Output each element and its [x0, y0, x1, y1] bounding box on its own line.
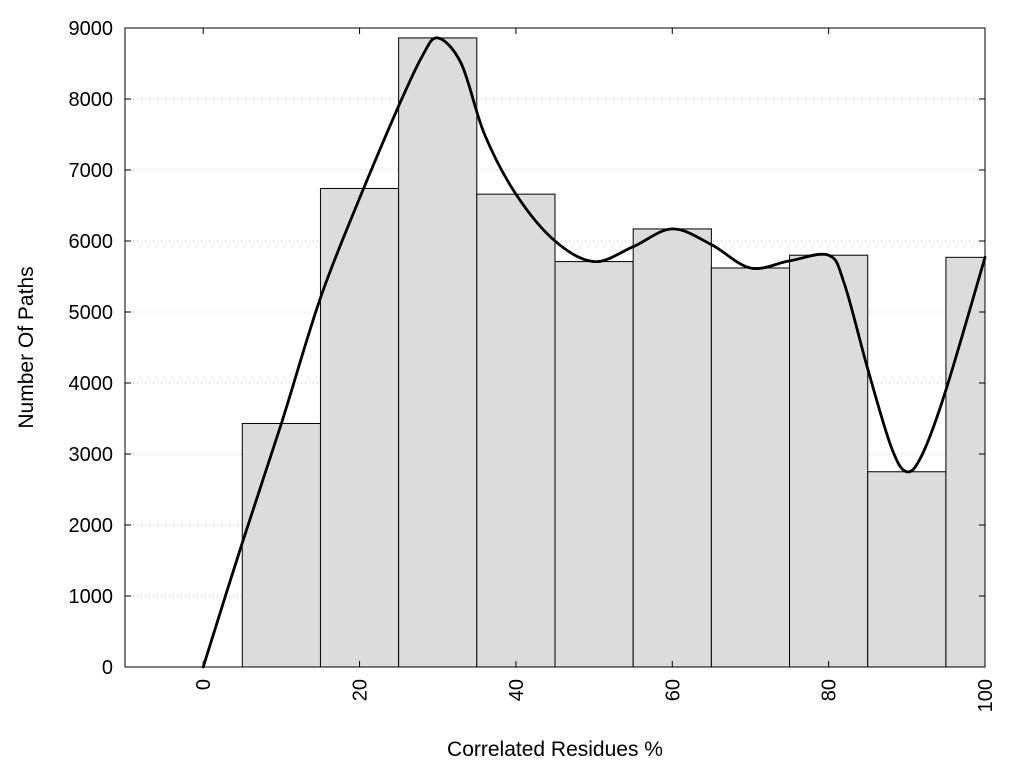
density-curve-layer: [201, 36, 987, 669]
histogram-bars: [241, 37, 986, 668]
y-tick-label: 9000: [69, 18, 114, 40]
histogram-bar: [710, 267, 791, 668]
y-tick-label: 0: [102, 657, 113, 679]
x-tick-label: 60: [662, 679, 684, 701]
histogram-bar: [476, 193, 556, 668]
histogram-bar: [789, 254, 869, 668]
y-tick-label: 1000: [69, 586, 114, 608]
plot-frame: [124, 27, 986, 668]
x-axis-ticks: 0 20 40 60 80 100: [193, 28, 997, 712]
y-tick-label: 2000: [69, 515, 114, 537]
histogram-bar: [945, 256, 986, 668]
density-curve: [201, 36, 987, 669]
histogram-bar: [398, 37, 478, 668]
y-axis-ticks: 0 1000 2000 3000 4000 5000 6000 7000 8000 9000: [69, 18, 985, 679]
x-axis-label: Correlated Residues %: [447, 738, 663, 761]
y-tick-label: 8000: [69, 89, 114, 111]
y-tick-label: 5000: [69, 302, 114, 324]
y-axis-label: Number Of Paths: [15, 266, 38, 428]
y-tick-label: 4000: [69, 373, 114, 395]
y-tick-label: 6000: [69, 231, 114, 253]
x-tick-label: 20: [350, 679, 372, 701]
x-tick-label: 40: [506, 679, 528, 701]
histogram-bar: [554, 261, 634, 668]
x-tick-label: 80: [819, 679, 841, 701]
histogram-bar: [867, 471, 947, 668]
histogram-bar: [319, 187, 400, 668]
x-tick-label: 100: [975, 679, 997, 712]
x-tick-label: 0: [193, 679, 215, 690]
y-tick-label: 3000: [69, 444, 114, 466]
histogram-bar: [241, 422, 321, 668]
y-tick-label: 7000: [69, 160, 114, 182]
histogram-bar: [632, 228, 712, 668]
